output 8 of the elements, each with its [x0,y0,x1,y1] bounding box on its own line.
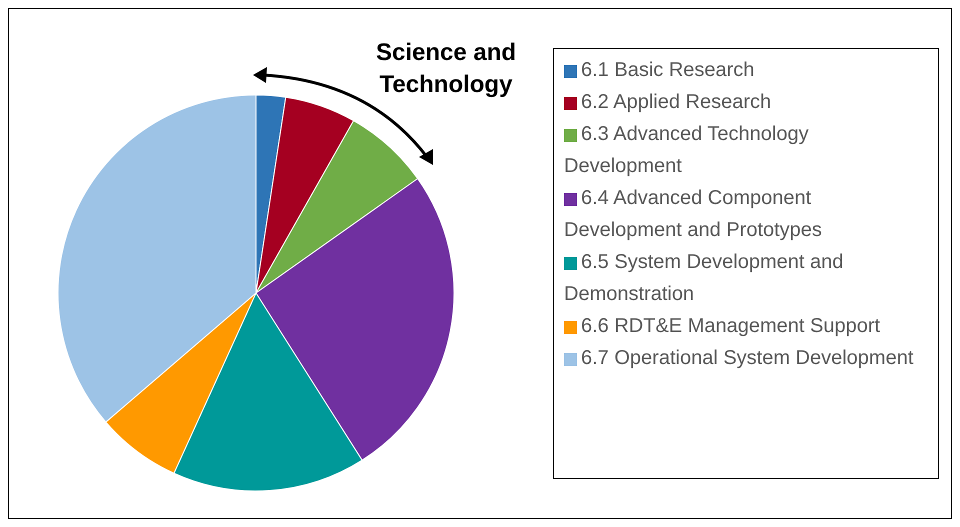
legend-label: 6.6 RDT&E Management Support [581,315,880,337]
legend-label: 6.7 Operational System Development [581,347,914,369]
legend-label: 6.2 Applied Research [581,91,772,113]
legend-label: 6.3 Advanced Technology Development [564,123,809,177]
legend-label: 6.5 System Development and Demonstration [564,251,844,305]
legend-label: 6.1 Basic Research [581,59,754,81]
legend-label: 6.4 Advanced Component Development and Prototypes [564,187,822,241]
text: Science and Technology [374,38,518,100]
